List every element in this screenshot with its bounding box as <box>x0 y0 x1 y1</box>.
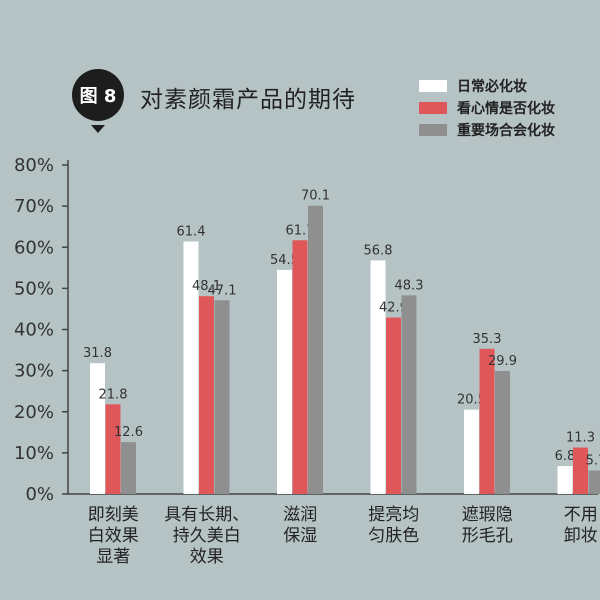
data-label: 70.1 <box>301 189 330 204</box>
bar <box>588 470 600 494</box>
bar <box>308 205 323 494</box>
legend-swatch-series-2 <box>419 124 447 136</box>
data-label: 6.8 <box>555 449 576 464</box>
category-label: 卸妆 <box>564 526 598 546</box>
legend-swatch-series-1 <box>419 102 447 114</box>
y-tick-label: 60% <box>14 237 54 258</box>
legend-item-series-0: 日常必化妆 <box>419 76 555 96</box>
bar <box>464 409 479 494</box>
bar <box>121 442 136 494</box>
category-label: 匀肤色 <box>368 526 419 546</box>
legend-label-series-0: 日常必化妆 <box>457 79 527 95</box>
legend-item-series-2: 重要场合会化妆 <box>419 120 555 140</box>
data-label: 54.5 <box>270 253 299 268</box>
bar <box>292 240 308 494</box>
category-label: 即刻美 <box>88 505 139 525</box>
data-label: 11.3 <box>566 431 595 446</box>
bar <box>573 447 588 494</box>
bar <box>495 371 510 494</box>
legend-label-series-2: 重要场合会化妆 <box>457 123 555 139</box>
data-label: 48.1 <box>192 279 221 294</box>
category-label: 遮瑕隐 <box>462 505 513 525</box>
category-label: 白效果 <box>88 526 139 546</box>
category-label: 显著 <box>96 547 130 567</box>
data-label: 61.7 <box>286 223 315 238</box>
bar <box>557 466 573 494</box>
category-label: 形毛孔 <box>462 526 513 546</box>
bar <box>105 404 121 494</box>
y-tick-label: 80% <box>14 155 54 176</box>
data-label: 31.8 <box>83 346 112 361</box>
bar <box>183 241 199 494</box>
y-tick-label: 70% <box>14 196 54 217</box>
bar <box>386 317 401 494</box>
y-tick-label: 30% <box>14 361 54 382</box>
category-label: 持久美白 <box>173 526 241 546</box>
data-label: 12.6 <box>114 425 143 440</box>
category-label: 效果 <box>190 547 224 567</box>
category-label: 保湿 <box>283 526 317 546</box>
y-tick-label: 0% <box>25 484 54 505</box>
figure-number-badge: 图 8 <box>72 69 124 121</box>
data-label: 21.8 <box>99 387 128 402</box>
bar <box>214 300 230 494</box>
data-label: 48.3 <box>395 278 424 293</box>
y-tick-label: 20% <box>14 402 54 423</box>
data-label: 56.8 <box>364 243 393 258</box>
y-tick-label: 10% <box>14 443 54 464</box>
data-label: 47.1 <box>208 283 237 298</box>
data-label: 42.9 <box>379 301 408 316</box>
y-tick-label: 50% <box>14 278 54 299</box>
bar <box>199 296 214 494</box>
badge-pointer-icon <box>91 125 105 133</box>
bar <box>401 295 417 494</box>
data-label: 61.4 <box>177 224 206 239</box>
bar <box>479 348 495 494</box>
legend: 日常必化妆 看心情是否化妆 重要场合会化妆 <box>419 76 555 142</box>
bar <box>90 363 105 494</box>
data-label: 29.9 <box>488 354 517 369</box>
chart-title: 对素颜霜产品的期待 <box>140 87 356 113</box>
legend-label-series-1: 看心情是否化妆 <box>457 101 555 117</box>
category-label: 具有长期、 <box>164 505 249 525</box>
bar <box>370 260 386 494</box>
category-label: 滋润 <box>283 505 317 525</box>
data-label: 5.7 <box>586 454 600 469</box>
legend-item-series-1: 看心情是否化妆 <box>419 98 555 118</box>
data-label: 20.5 <box>457 393 486 408</box>
bar <box>277 269 292 494</box>
data-label: 35.3 <box>473 332 502 347</box>
category-label: 提亮均 <box>368 505 419 525</box>
legend-swatch-series-0 <box>419 80 447 92</box>
y-tick-label: 40% <box>14 320 54 341</box>
category-label: 不用 <box>564 505 598 525</box>
